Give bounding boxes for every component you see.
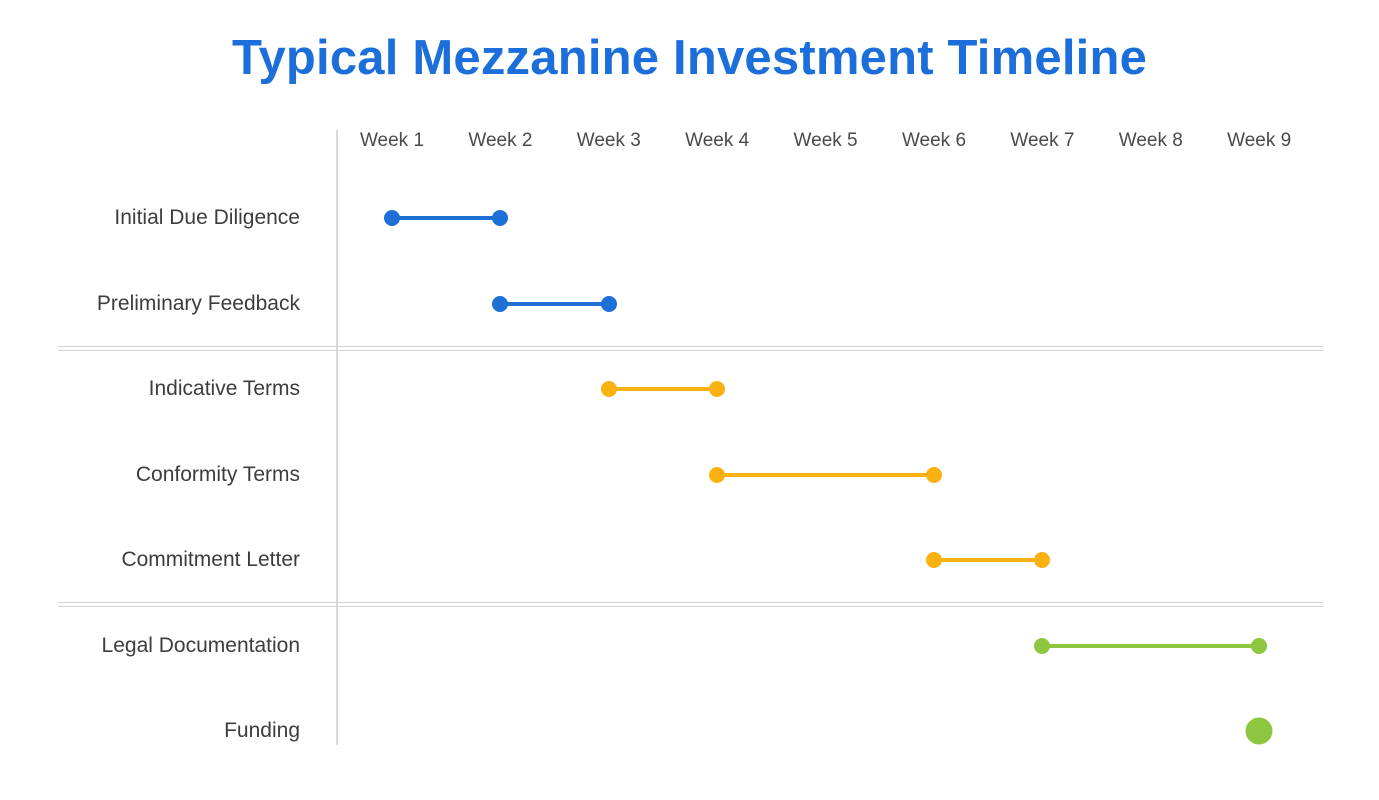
task-label: Conformity Terms	[135, 462, 300, 486]
phase-divider	[58, 345, 1323, 351]
task-line	[392, 216, 501, 220]
week-label: Week 4	[685, 130, 750, 151]
task-start-dot	[1034, 637, 1051, 654]
week-label: Week 5	[793, 130, 858, 151]
task-start-dot	[492, 295, 509, 312]
task-start-dot	[384, 210, 400, 226]
task-line	[1042, 643, 1260, 648]
chart-title: Typical Mezzanine Investment Timeline	[231, 31, 1148, 85]
task-label: Preliminary Feedback	[96, 291, 300, 315]
week-label: Week 7	[1010, 130, 1075, 151]
task-line	[608, 387, 718, 391]
task-end-dot	[1251, 637, 1268, 654]
week-label: Week 1	[359, 130, 425, 151]
task-line	[934, 558, 1043, 562]
task-end-dot	[600, 295, 617, 312]
task-end-dot	[1034, 552, 1051, 568]
task-label: Legal Documentation	[101, 633, 300, 657]
week-label: Week 2	[468, 130, 533, 151]
task-label: Initial Due Diligence	[114, 206, 300, 229]
week-label: Week 3	[576, 130, 641, 151]
task-end-dot	[926, 466, 942, 483]
task-end-dot	[492, 210, 509, 226]
task-end-dot	[709, 381, 726, 397]
milestone-dot	[1245, 717, 1273, 745]
y-axis-line	[336, 130, 338, 745]
task-label: Indicative Terms	[148, 377, 300, 400]
task-label: Commitment Letter	[121, 548, 300, 571]
phase-divider	[58, 602, 1323, 608]
week-label: Week 6	[901, 130, 967, 151]
week-label: Week 8	[1118, 130, 1183, 151]
task-start-dot	[926, 552, 942, 568]
task-start-dot	[600, 381, 617, 397]
task-line	[717, 472, 934, 477]
task-label: Funding	[224, 719, 300, 742]
week-label: Week 9	[1227, 130, 1292, 151]
task-line	[500, 301, 609, 306]
task-start-dot	[709, 466, 726, 483]
